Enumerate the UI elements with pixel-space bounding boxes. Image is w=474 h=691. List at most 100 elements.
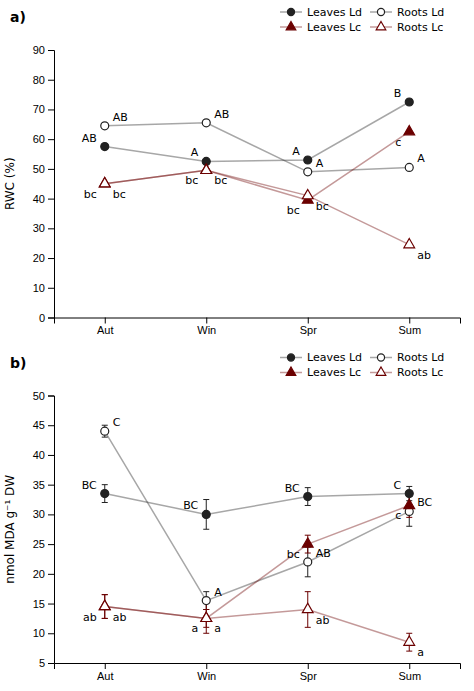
y-tick: 30 — [33, 508, 54, 520]
x-tick: Win — [197, 318, 216, 337]
y-tick: 50 — [33, 390, 54, 402]
series-line — [105, 607, 410, 643]
panel: AutWinSprSum0102030405060708090RWC (%)AB… — [3, 6, 461, 336]
point-label: C — [113, 416, 121, 429]
y-tick-mark — [48, 228, 54, 229]
marker — [404, 636, 415, 645]
legend-label: Roots Lc — [397, 366, 443, 379]
y-tick-mark — [48, 604, 54, 605]
point-labels: ABAABABABAAbcbcbccbcbcbcab — [82, 87, 431, 262]
x-tick-mark — [308, 663, 309, 669]
x-tick-label: Win — [197, 670, 216, 682]
marker — [302, 538, 313, 547]
point-label: BC — [285, 482, 300, 495]
y-tick-mark — [48, 425, 54, 426]
y-tick: 50 — [33, 163, 54, 175]
series-line — [105, 431, 410, 600]
point-label: bc — [287, 548, 300, 561]
marker — [404, 238, 415, 247]
y-tick-mark — [48, 663, 54, 664]
x-tick: Aut — [97, 318, 114, 337]
title: b) — [10, 355, 26, 371]
x-tick: Spr — [300, 663, 317, 682]
legend-item: Roots Lc — [370, 366, 443, 379]
legend-symbol — [286, 21, 296, 29]
x-tick-mark — [409, 318, 410, 324]
marker — [202, 510, 210, 518]
y-tick-mark — [48, 633, 54, 634]
marker — [304, 156, 312, 164]
y-tick-mark — [48, 396, 54, 397]
point-label: C — [394, 479, 402, 492]
y-tick-label: 5 — [39, 657, 45, 669]
x-axis: Aut Win Spr Sum — [55, 318, 461, 337]
y-tick: 35 — [33, 479, 54, 491]
chart-root: AutWinSprSum0102030405060708090RWC (%)AB… — [0, 0, 474, 691]
point-label: BC — [183, 499, 198, 512]
point-label: AB — [113, 111, 128, 124]
y-tick-label: 10 — [33, 282, 45, 294]
point-label: B — [394, 87, 402, 100]
y-tick-label: 0 — [39, 312, 45, 324]
y-axis-line — [48, 396, 55, 664]
point-label: a — [214, 622, 221, 635]
y-tick-label: 50 — [33, 390, 45, 402]
y-tick-mark — [48, 169, 54, 170]
x-tick-label: Spr — [300, 324, 317, 336]
marker — [304, 168, 312, 176]
y-tick-mark — [48, 574, 54, 575]
y-tick-label: 30 — [33, 222, 45, 234]
marker — [405, 98, 413, 106]
marker — [304, 558, 312, 566]
y-tick-mark — [48, 50, 54, 51]
legend-label: Leaves Ld — [307, 6, 362, 19]
legend-label: Leaves Ld — [307, 351, 362, 364]
legend-label: Roots Lc — [397, 21, 443, 34]
point-label: bc — [214, 174, 227, 187]
x-axis-line — [55, 664, 461, 670]
error-bar — [102, 425, 108, 437]
x-tick-mark — [105, 318, 106, 324]
legend-symbol — [286, 367, 296, 375]
marker — [302, 603, 313, 612]
point-label: c — [395, 136, 401, 149]
y-tick-label: 30 — [33, 508, 45, 520]
legend-item: Leaves Ld — [280, 351, 362, 364]
point-label: c — [395, 509, 401, 522]
legend-label: Leaves Lc — [307, 21, 361, 34]
legend-item: Leaves Lc — [280, 366, 361, 379]
x-tick-label: Sum — [398, 670, 421, 682]
legend-item: Leaves Lc — [280, 21, 361, 34]
title: a) — [10, 9, 26, 25]
y-tick-mark — [48, 288, 54, 289]
y-tick-label: 15 — [33, 598, 45, 610]
point-label: ab — [83, 611, 97, 624]
marker — [405, 490, 413, 498]
y-tick: 80 — [33, 74, 54, 86]
point-label: bc — [84, 188, 97, 201]
y-tick: 25 — [33, 538, 54, 550]
error-bar — [102, 485, 108, 503]
y-axis: 0102030405060708090 — [33, 44, 55, 324]
y-tick: 10 — [33, 282, 54, 294]
legend: Leaves LdRoots LdLeaves LcRoots Lc — [280, 351, 444, 379]
marks — [99, 98, 414, 248]
y-tick: 5 — [39, 657, 54, 669]
y-tick-label: 20 — [33, 568, 45, 580]
x-tick: Sum — [398, 318, 421, 337]
x-tick-label: Spr — [300, 670, 317, 682]
marker — [405, 163, 413, 171]
y-tick-mark — [48, 485, 54, 486]
x-tick-mark — [206, 663, 207, 669]
y-tick: 15 — [33, 598, 54, 610]
y-tick: 60 — [33, 133, 54, 145]
x-tick-mark — [308, 318, 309, 324]
y-tick: 20 — [33, 252, 54, 264]
y-tick-label: 50 — [33, 163, 45, 175]
point-label: A — [292, 145, 300, 158]
y-tick-mark — [48, 258, 54, 259]
marker — [201, 612, 212, 621]
y-axis-title: nmol MDA g⁻¹ DW — [3, 475, 17, 584]
legend-symbol — [377, 8, 384, 15]
series-line — [105, 132, 410, 200]
